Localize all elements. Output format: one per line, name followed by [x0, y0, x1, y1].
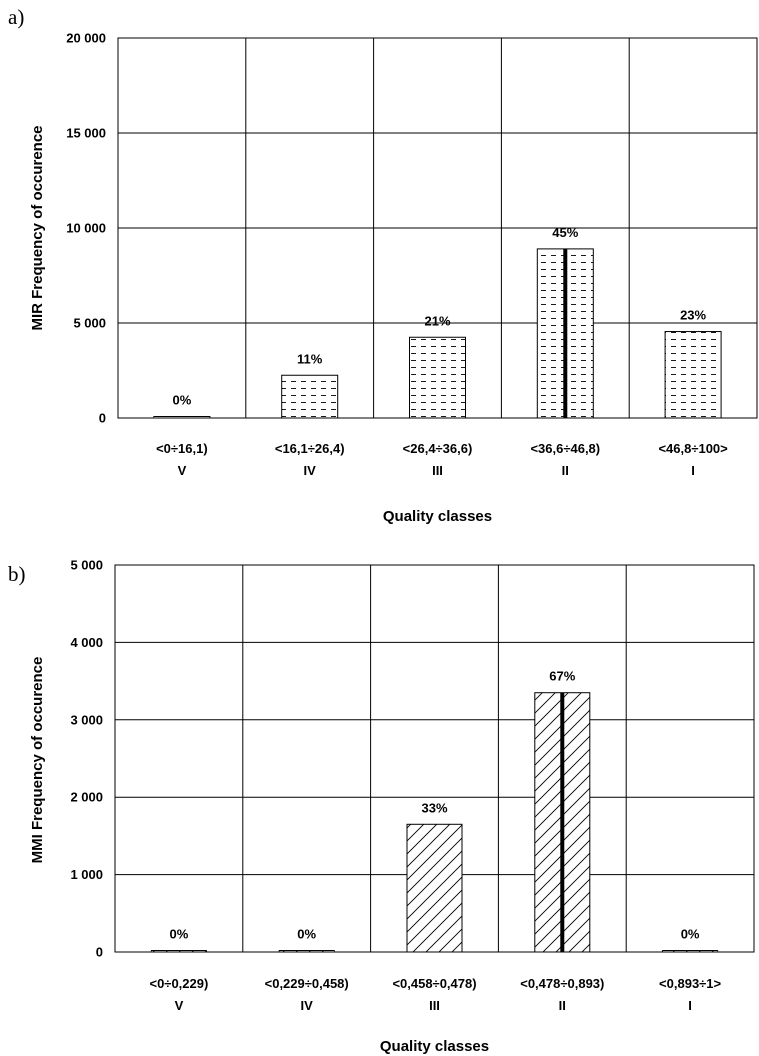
bar: [664, 331, 722, 419]
y-tick-label: 15 000: [66, 126, 106, 141]
y-tick-label: 5 000: [70, 558, 103, 573]
y-tick-label: 0: [99, 411, 106, 426]
bar: [406, 823, 463, 953]
x-tick-label-range: <36,6÷46,8): [530, 441, 600, 456]
x-tick-label-range: <26,4÷36,6): [403, 441, 473, 456]
y-axis-title: MMI Frequency of occurence: [29, 657, 46, 864]
y-tick-label: 5 000: [73, 316, 106, 331]
data-label: 0%: [170, 927, 189, 942]
bar: [153, 416, 211, 419]
bar: [278, 950, 335, 953]
bar: [281, 374, 339, 419]
x-tick-label-class: I: [691, 463, 695, 478]
y-tick-label: 10 000: [66, 221, 106, 236]
bar: [662, 950, 719, 953]
y-axis-title: MIR Frequency of occurence: [29, 125, 46, 330]
x-tick-label-range: <0÷16,1): [156, 441, 208, 456]
data-label: 21%: [424, 313, 450, 328]
x-tick-label-range: <0÷0,229): [149, 976, 208, 991]
data-label: 0%: [681, 927, 700, 942]
x-axis-title: Quality classes: [383, 508, 492, 525]
data-label: 45%: [552, 225, 578, 240]
panel-label: a): [8, 5, 24, 29]
y-tick-label: 3 000: [70, 712, 103, 727]
y-tick-label: 0: [96, 945, 103, 960]
y-tick-label: 4 000: [70, 635, 103, 650]
x-tick-label-class: I: [688, 998, 692, 1013]
data-label: 33%: [421, 800, 447, 815]
y-tick-label: 20 000: [66, 31, 106, 46]
y-tick-label: 2 000: [70, 790, 103, 805]
y-tick-label: 1 000: [70, 867, 103, 882]
chart-panel-b: b) 0 1 000 2 000 3 000 4 000 5 000 0% <0÷0,229) V…: [8, 558, 755, 1055]
x-tick-label-class: II: [559, 998, 566, 1013]
bar: [409, 336, 466, 419]
data-label: 0%: [173, 393, 192, 408]
panel-label: b): [8, 562, 26, 586]
data-label: 11%: [297, 351, 323, 366]
x-tick-label-class: V: [175, 998, 184, 1013]
chart-panel-a: a) 0 5 000 10 000 15 000 20 000 0% <0÷16,1) V 11%…: [8, 5, 758, 525]
x-axis-title: Quality classes: [380, 1038, 489, 1055]
data-label: 0%: [297, 927, 316, 942]
x-tick-label-range: <46,8÷100>: [658, 441, 728, 456]
x-tick-label-range: <0,478÷0,893): [520, 976, 604, 991]
x-tick-label-class: IV: [304, 463, 317, 478]
x-tick-label-range: <0,229÷0,458): [265, 976, 349, 991]
data-label: 67%: [549, 669, 575, 684]
x-tick-label-class: V: [178, 463, 187, 478]
x-tick-label-range: <0,893÷1>: [659, 976, 721, 991]
x-tick-label-class: II: [562, 463, 569, 478]
x-tick-label-class: III: [432, 463, 443, 478]
x-tick-label-class: IV: [301, 998, 314, 1013]
bar: [150, 950, 207, 953]
x-tick-label-range: <16,1÷26,4): [275, 441, 345, 456]
data-label: 23%: [680, 308, 706, 323]
x-tick-label-class: III: [429, 998, 440, 1013]
x-tick-label-range: <0,458÷0,478): [392, 976, 476, 991]
